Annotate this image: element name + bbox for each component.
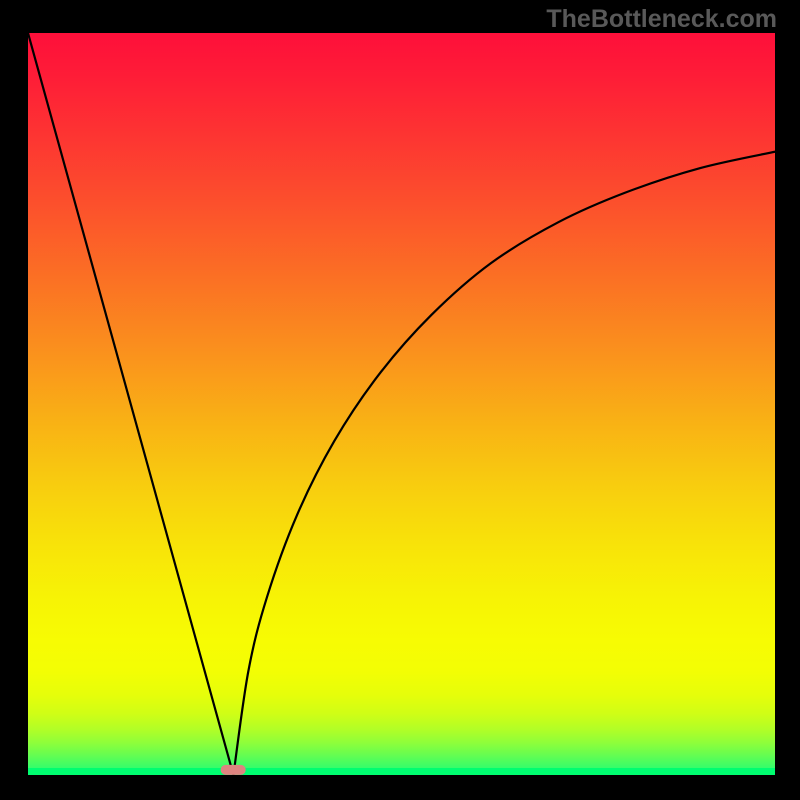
chart-container: TheBottleneck.com xyxy=(0,0,800,800)
watermark-text: TheBottleneck.com xyxy=(546,5,777,34)
minimum-marker xyxy=(221,765,246,775)
bottleneck-curve xyxy=(28,33,775,775)
gradient-bottom-accent xyxy=(28,768,775,775)
plot-area xyxy=(28,33,775,775)
